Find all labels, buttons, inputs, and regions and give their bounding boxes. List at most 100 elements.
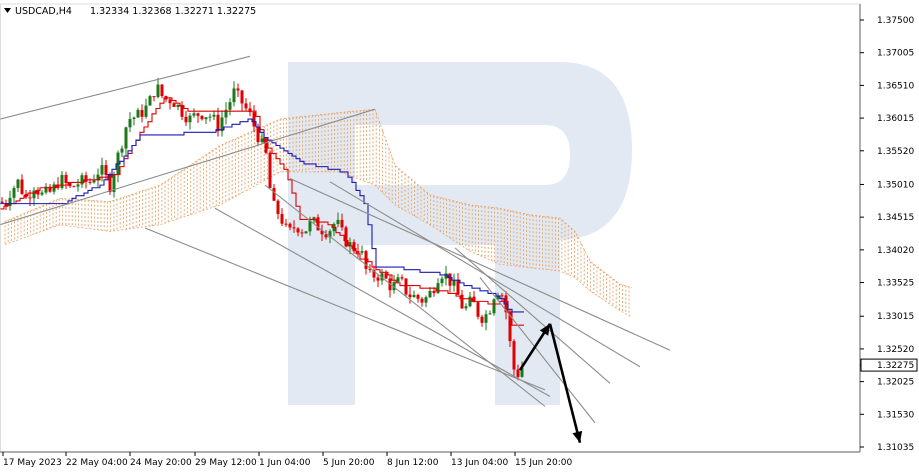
trendline xyxy=(289,178,671,351)
candle-body xyxy=(416,294,420,299)
candle-body xyxy=(304,231,308,234)
candle-body xyxy=(452,280,456,286)
candle-body xyxy=(232,88,236,103)
x-tick-label: 29 May 12:00 xyxy=(195,458,257,468)
x-tick-label: 22 May 04:00 xyxy=(66,458,128,468)
candle-body xyxy=(0,201,4,204)
plot-frame xyxy=(0,3,861,453)
kijun-line xyxy=(0,118,524,313)
candle xyxy=(372,265,376,282)
price-tag-label: 1.32275 xyxy=(877,361,914,371)
candle-body xyxy=(192,113,196,116)
candle-body xyxy=(520,368,524,377)
candle xyxy=(424,295,428,308)
candle xyxy=(16,178,20,193)
candle xyxy=(60,171,64,190)
candle-body xyxy=(84,175,88,182)
forecast-arrows xyxy=(518,323,583,444)
cloud-span-b xyxy=(4,171,633,318)
candle-body xyxy=(12,188,16,198)
candle xyxy=(416,293,420,303)
candle xyxy=(280,208,284,227)
candle xyxy=(132,116,136,126)
candle-body xyxy=(432,290,436,294)
y-tick-label: 1.35520 xyxy=(877,147,914,157)
indicator-lines xyxy=(0,97,524,326)
candle-body xyxy=(92,180,96,183)
candle xyxy=(224,102,228,125)
candle-body xyxy=(364,251,368,269)
candle-body xyxy=(112,174,116,193)
candle-body xyxy=(196,113,200,116)
candle-body xyxy=(40,192,44,195)
candle xyxy=(152,95,156,102)
candle-body xyxy=(184,116,188,123)
candle-body xyxy=(500,295,504,297)
candle-body xyxy=(496,295,500,300)
candle xyxy=(20,174,24,196)
trendline xyxy=(264,184,546,407)
y-tick-label: 1.32025 xyxy=(877,378,914,388)
candle xyxy=(276,199,280,220)
y-tick-label: 1.31035 xyxy=(877,443,914,453)
y-tick-label: 1.33015 xyxy=(877,312,914,322)
candle xyxy=(392,274,396,294)
candle-body xyxy=(68,182,72,187)
candle-body xyxy=(140,110,144,117)
candle-body xyxy=(440,278,444,284)
candle xyxy=(92,174,96,184)
candle xyxy=(472,291,476,303)
candle-body xyxy=(300,232,304,234)
candle-body xyxy=(484,314,488,323)
y-tick-label: 1.37500 xyxy=(877,16,914,26)
candle xyxy=(360,245,364,256)
candle-body xyxy=(488,313,492,315)
candle xyxy=(296,227,300,237)
candle xyxy=(120,145,124,158)
candle-body xyxy=(64,174,68,183)
candle xyxy=(492,298,496,316)
candle-body xyxy=(56,184,60,188)
candle-body xyxy=(168,99,172,104)
axes: 1.37500 1.37005 1.36510 1.36015 1.35520 1.350… xyxy=(0,3,918,468)
candle-body xyxy=(492,299,496,314)
x-tick-label: 5 Jun 20:00 xyxy=(323,458,375,468)
candle-body xyxy=(260,138,264,143)
x-tick-label: 17 May 2023 xyxy=(3,458,62,468)
candle xyxy=(144,98,148,119)
y-tick-label: 1.37005 xyxy=(877,49,914,59)
candle-body xyxy=(360,251,364,253)
candle xyxy=(412,290,416,298)
candle xyxy=(320,224,324,242)
x-tick-label: 1 Jun 04:00 xyxy=(259,458,311,468)
candle xyxy=(124,126,128,157)
candle xyxy=(428,287,432,298)
candle xyxy=(148,94,152,106)
y-tick-label: 1.36015 xyxy=(877,114,914,124)
candle-body xyxy=(424,297,428,303)
candle-body xyxy=(132,117,136,120)
candle-body xyxy=(148,96,152,106)
candle xyxy=(440,276,444,287)
candle xyxy=(244,98,248,112)
candle xyxy=(72,185,76,188)
candle xyxy=(304,231,308,234)
x-tick-label: 13 Jun 04:00 xyxy=(451,458,508,468)
candle-body xyxy=(180,104,184,117)
candle-body xyxy=(408,294,412,298)
candle-body xyxy=(392,282,396,291)
candle xyxy=(200,115,204,121)
tenkan-line xyxy=(0,97,524,326)
symbol-label: USDCAD,H4 xyxy=(15,6,72,17)
candle xyxy=(236,83,240,98)
candle xyxy=(168,97,172,110)
candle-body xyxy=(324,234,328,238)
candle-body xyxy=(76,184,80,187)
candle-body xyxy=(136,110,140,118)
candle-body xyxy=(476,302,480,317)
dropdown-triangle-icon[interactable] xyxy=(4,8,11,13)
candle xyxy=(196,112,200,123)
candle-body xyxy=(456,280,460,295)
candle-body xyxy=(16,179,20,189)
